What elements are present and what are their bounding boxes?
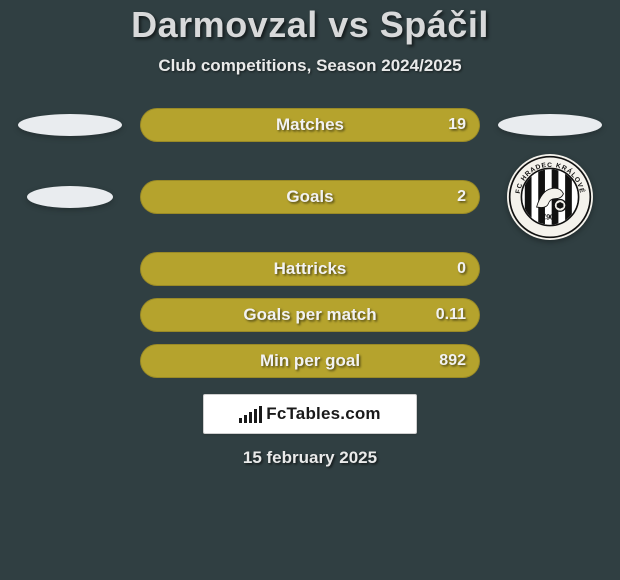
bar-icon (244, 415, 247, 423)
stat-right-value: 19 (448, 116, 466, 134)
stat-right-value: 0 (457, 260, 466, 278)
stat-right-value: 892 (439, 352, 466, 370)
stat-label: Hattricks (274, 259, 347, 279)
stat-bar-matches: Matches 19 (140, 108, 480, 142)
spacer (498, 252, 602, 286)
bar-icon (239, 418, 242, 423)
brand-text: FcTables.com (266, 404, 381, 424)
stat-label: Goals per match (243, 305, 376, 325)
subtitle: Club competitions, Season 2024/2025 (0, 56, 620, 76)
brand-bars-icon (239, 405, 262, 423)
spacer (498, 298, 602, 332)
stat-right-value: 2 (457, 188, 466, 206)
stat-row: Goals per match 0.11 (0, 298, 620, 332)
club-logo-hradec: FC HRADEC KRÁLOVÉ 1905 (507, 154, 593, 240)
spacer (18, 252, 122, 286)
stat-right-value: 0.11 (436, 306, 466, 324)
brand-box[interactable]: FcTables.com (203, 394, 417, 434)
stat-row: Min per goal 892 (0, 344, 620, 378)
stat-bar-min-per-goal: Min per goal 892 (140, 344, 480, 378)
date-text: 15 february 2025 (0, 448, 620, 468)
bar-icon (259, 406, 262, 423)
stat-row: Goals 2 (0, 154, 620, 240)
stat-bar-hattricks: Hattricks 0 (140, 252, 480, 286)
stat-label: Min per goal (260, 351, 360, 371)
right-club-logo: FC HRADEC KRÁLOVÉ 1905 (498, 154, 602, 240)
stat-row: Hattricks 0 (0, 252, 620, 286)
stat-label: Goals (286, 187, 333, 207)
right-player-placeholder (498, 114, 602, 136)
placeholder-ellipse (27, 186, 113, 208)
page-title: Darmovzal vs Spáčil (0, 4, 620, 46)
spacer (18, 298, 122, 332)
stat-label: Matches (276, 115, 344, 135)
stat-bar-goals-per-match: Goals per match 0.11 (140, 298, 480, 332)
comparison-card: Darmovzal vs Spáčil Club competitions, S… (0, 0, 620, 468)
placeholder-ellipse (18, 114, 122, 136)
bar-icon (254, 409, 257, 423)
spacer (18, 344, 122, 378)
club-crest-icon: FC HRADEC KRÁLOVÉ 1905 (508, 155, 592, 239)
stat-bar-goals: Goals 2 (140, 180, 480, 214)
left-player-placeholder (18, 186, 122, 208)
spacer (498, 344, 602, 378)
placeholder-ellipse (498, 114, 602, 136)
bar-icon (249, 412, 252, 423)
stat-row: Matches 19 (0, 108, 620, 142)
left-player-placeholder (18, 114, 122, 136)
